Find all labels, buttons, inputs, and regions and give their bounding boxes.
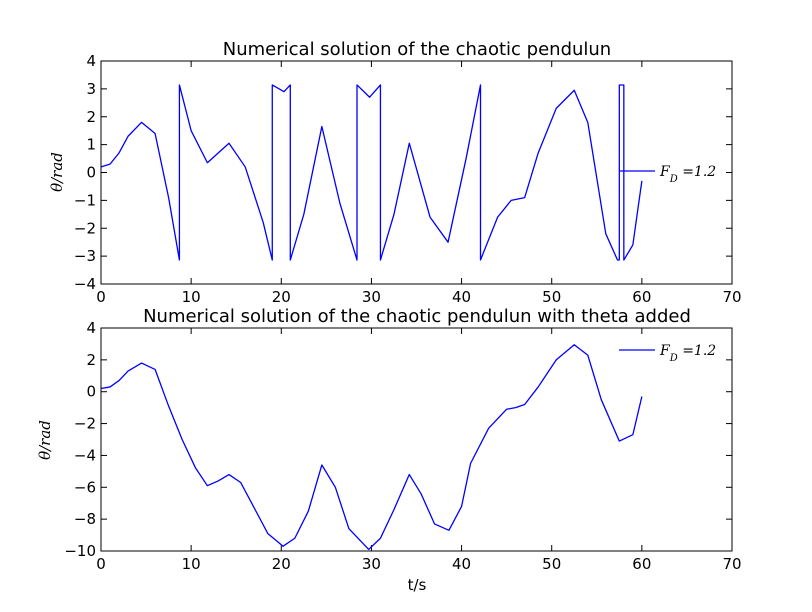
y-tick-label: 4 [86, 52, 96, 70]
top-series [100, 84, 643, 261]
x-tick-label: 60 [632, 288, 651, 306]
y-tick-label: −8 [74, 510, 96, 528]
y-tick-label: −1 [74, 191, 96, 209]
y-tick-label: −6 [74, 478, 96, 496]
y-tick-label: 2 [86, 108, 96, 126]
y-tick-label: −2 [74, 219, 96, 237]
bottom-chart: Numerical solution of the chaotic pendul… [36, 306, 742, 594]
x-tick-label: 0 [96, 288, 106, 306]
y-tick-label: 0 [86, 164, 96, 182]
series-line [100, 344, 643, 551]
x-tick-label: 0 [96, 555, 106, 573]
y-tick-label: 1 [86, 136, 96, 154]
bottom-series [100, 344, 643, 551]
bottom-y-axis-label: θ/rad [36, 420, 54, 460]
y-tick-label: −4 [74, 446, 96, 464]
top-plot-area [101, 61, 732, 284]
x-tick-label: 40 [452, 555, 471, 573]
x-tick-label: 50 [542, 288, 561, 306]
y-tick-label: −2 [74, 415, 96, 433]
x-tick-label: 40 [452, 288, 471, 306]
bottom-plot-frame [100, 327, 733, 552]
x-tick-label: 70 [722, 555, 741, 573]
x-tick-label: 70 [722, 288, 741, 306]
top-chart-title: Numerical solution of the chaotic pendul… [223, 39, 611, 60]
top-plot-frame [100, 60, 733, 285]
x-tick-label: 20 [272, 288, 291, 306]
x-tick-label: 20 [272, 555, 291, 573]
y-tick-label: 4 [86, 319, 96, 337]
series-line [100, 84, 643, 261]
bottom-x-axis-label: t/s [408, 576, 427, 594]
x-tick-label: 30 [362, 288, 381, 306]
x-tick-label: 60 [632, 555, 651, 573]
bottom-plot-area [101, 328, 732, 551]
x-tick-label: 10 [182, 555, 201, 573]
x-tick-label: 10 [182, 288, 201, 306]
top-chart: Numerical solution of the chaotic pendul… [48, 39, 742, 306]
y-tick-label: 3 [86, 80, 96, 98]
y-tick-label: −10 [64, 542, 96, 560]
bottom-chart-title: Numerical solution of the chaotic pendul… [143, 306, 691, 327]
top-y-axis-label: θ/rad [48, 152, 66, 192]
x-tick-label: 30 [362, 555, 381, 573]
x-tick-label: 50 [542, 555, 561, 573]
y-tick-label: 0 [86, 383, 96, 401]
y-tick-label: −3 [74, 247, 96, 265]
y-tick-label: 2 [86, 351, 96, 369]
y-tick-label: −4 [74, 275, 96, 293]
